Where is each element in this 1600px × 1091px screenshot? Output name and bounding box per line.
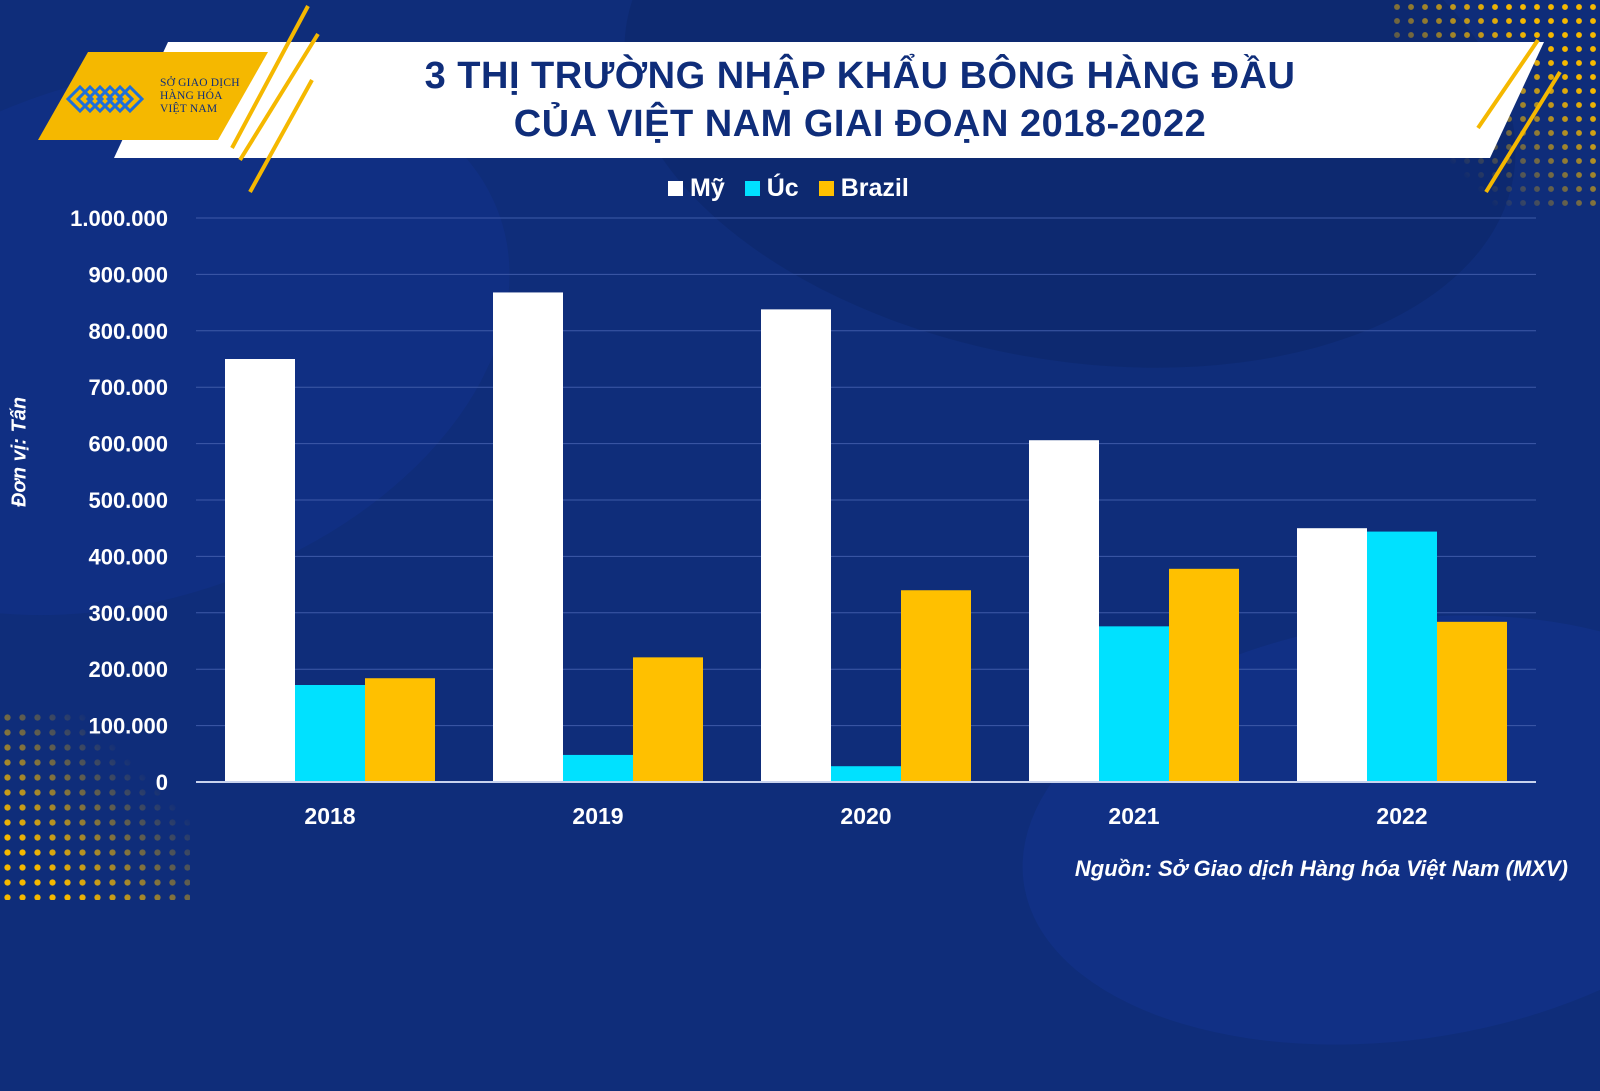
bar-c-2020 — [831, 766, 901, 782]
x-tick-label: 2021 — [1108, 803, 1159, 829]
x-tick-label: 2019 — [572, 803, 623, 829]
logo-wordmark: SỞ GIAO DỊCH HÀNG HÓA VIỆT NAM — [160, 77, 260, 116]
y-tick-label: 500.000 — [88, 488, 168, 513]
title-banner — [38, 5, 1562, 194]
logo-chevron-icon — [65, 84, 145, 114]
x-tick-label: 2020 — [840, 803, 891, 829]
bar-chart: 0 100.000 200.000 300.000 400.000 500.000 600.… — [70, 206, 1536, 829]
accent-stripe — [248, 79, 314, 193]
bar-c-2019 — [563, 754, 633, 782]
logo-line: HÀNG HÓA — [160, 90, 223, 102]
legend-label-brazil: Brazil — [840, 173, 909, 202]
bar-m-2020 — [761, 309, 831, 782]
bar-c-2022 — [1367, 531, 1437, 782]
y-tick-label: 400.000 — [88, 544, 168, 569]
legend-item-my: Mỹ — [668, 174, 725, 203]
accent-stripe — [230, 5, 310, 149]
chart-title-line2: CỦA VIỆT NAM GIAI ĐOẠN 2018-2022 — [513, 103, 1207, 145]
legend-label-uc: Úc — [766, 173, 799, 202]
logo-line: SỞ GIAO DỊCH — [160, 77, 240, 89]
logo-line: VIỆT NAM — [160, 103, 218, 115]
bar-m-2018 — [225, 359, 295, 782]
chart-title-line1: 3 THỊ TRƯỜNG NHẬP KHẨU BÔNG HÀNG ĐẦU — [424, 55, 1296, 97]
legend-swatch-my — [668, 180, 683, 196]
bar-c-2018 — [295, 684, 365, 782]
bar-brazil-2018 — [365, 678, 435, 782]
y-tick-label: 100.000 — [88, 714, 168, 739]
legend-swatch-uc — [744, 180, 760, 196]
chart-legend: Mỹ Úc Brazil — [668, 173, 909, 203]
bar-brazil-2019 — [633, 657, 703, 782]
title-banner-band — [114, 42, 1544, 158]
bar-m-2022 — [1297, 528, 1367, 782]
legend-item-uc: Úc — [744, 173, 799, 203]
legend-label-my: Mỹ — [690, 173, 725, 202]
y-tick-label: 0 — [156, 770, 168, 795]
chart-title: 3 THỊ TRƯỜNG NHẬP KHẨU BÔNG HÀNG ĐẦU CỦA… — [330, 52, 1390, 148]
x-tick-label: 2018 — [304, 803, 355, 829]
y-tick-label: 200.000 — [88, 657, 168, 682]
bar-brazil-2021 — [1169, 568, 1239, 782]
y-tick-label: 700.000 — [88, 375, 168, 400]
y-tick-label: 800.000 — [88, 319, 168, 344]
y-tick-label: 600.000 — [88, 432, 168, 457]
accent-stripe — [1484, 70, 1562, 194]
y-tick-label: 900.000 — [88, 262, 168, 287]
accent-stripe — [1476, 38, 1540, 130]
legend-item-brazil: Brazil — [818, 173, 909, 203]
bar-m-2021 — [1029, 440, 1099, 782]
bar-m-2019 — [493, 292, 563, 782]
x-tick-label: 2022 — [1376, 803, 1427, 829]
accent-stripe — [238, 32, 320, 162]
bar-c-2021 — [1099, 626, 1169, 782]
legend-swatch-brazil — [818, 180, 834, 196]
y-tick-label: 1.000.000 — [70, 206, 168, 231]
source-note: Nguồn: Sở Giao dịch Hàng hóa Việt Nam (M… — [1074, 856, 1568, 881]
y-tick-label: 300.000 — [88, 601, 168, 626]
bar-brazil-2022 — [1437, 621, 1507, 782]
bar-brazil-2020 — [901, 590, 971, 782]
logo-badge — [38, 52, 268, 140]
